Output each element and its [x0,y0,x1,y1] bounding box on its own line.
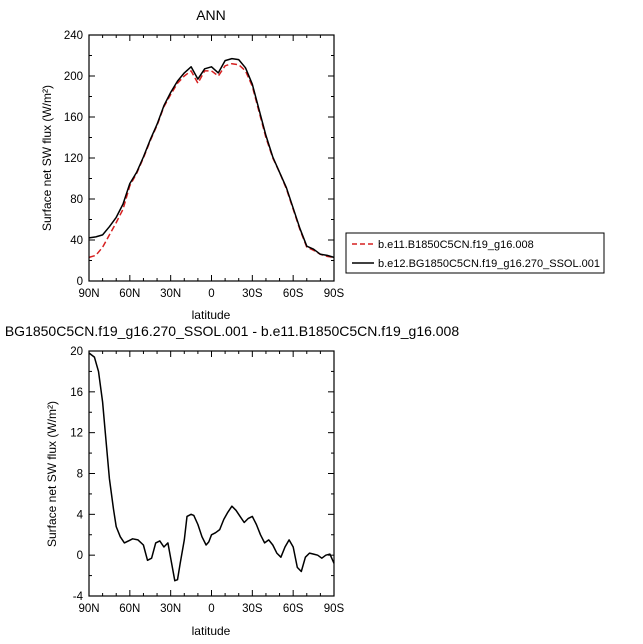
bottom-panel-title: BG1850C5CN.f19_g16.270_SSOL.001 - b.e11.… [5,323,460,339]
bottom-x-tick-label: 60N [119,603,140,615]
bottom-series-line-0 [88,352,335,582]
bottom-x-tick-label: 90S [324,603,345,615]
top-x-tick-label: 0 [208,288,214,300]
bottom-y-tick-label: -4 [73,591,84,603]
bottom-y-tick-label: 0 [77,550,83,562]
top-x-tick-label: 30S [242,288,263,300]
bottom-x-tick-label: 30S [242,603,263,615]
top-x-axis-label: latitude [192,308,231,322]
bottom-x-axis-label: latitude [192,624,231,638]
legend: b.e11.B1850C5CN.f19_g16.008 b.e12.BG1850… [345,232,605,274]
top-y-tick-label: 40 [70,235,83,247]
top-panel: ANN 90N 60N 30N 0 30S 60S 90S 0 40 80 120 160 200 240… [40,7,605,322]
bottom-x-tick-label: 30N [160,603,181,615]
bottom-x-tick-label: 0 [208,603,214,615]
legend-box [345,232,605,274]
bottom-x-tick-label: 60S [283,603,304,615]
legend-entry-control: b.e11.B1850C5CN.f19_g16.008 [378,239,534,251]
top-series-line-0 [88,62,335,259]
top-y-tick-label: 80 [70,194,83,206]
top-x-tick-label: 60N [119,288,140,300]
bottom-y-axis-label: Surface net SW flux (W/m²) [45,401,59,547]
bottom-y-tick-label: 16 [70,387,83,399]
top-plot-frame [88,34,335,282]
top-y-tick-label: 0 [77,276,83,288]
top-x-tick-label: 90S [324,288,345,300]
bottom-y-tick-label: 20 [70,346,83,358]
bottom-y-tick-label: 12 [70,428,83,440]
bottom-panel: BG1850C5CN.f19_g16.270_SSOL.001 - b.e11.… [5,323,460,638]
top-panel-title: ANN [196,7,226,23]
legend-entry-experiment: b.e12.BG1850C5CN.f19_g16.270_SSOL.001 [378,258,600,270]
bottom-y-tick-label: 4 [77,509,84,521]
bottom-plot-frame [88,350,335,597]
top-y-tick-label: 240 [64,30,83,42]
top-y-tick-label: 160 [64,112,83,124]
top-y-axis-label: Surface net SW flux (W/m²) [40,85,54,231]
top-x-tick-label: 60S [283,288,304,300]
top-y-tick-label: 120 [64,153,83,165]
bottom-y-tick-label: 8 [77,469,83,481]
top-y-tick-label: 200 [64,71,83,83]
top-series-line-1 [88,57,335,259]
top-x-tick-label: 90N [78,288,99,300]
bottom-x-tick-label: 90N [78,603,99,615]
top-x-tick-label: 30N [160,288,181,300]
